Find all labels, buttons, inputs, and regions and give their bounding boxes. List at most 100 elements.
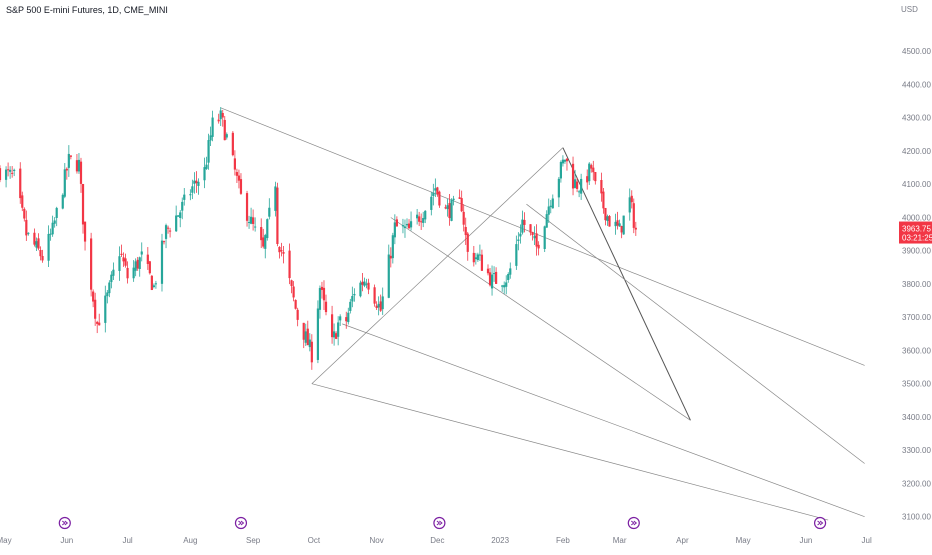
candle [150, 275, 153, 290]
candle [474, 257, 477, 260]
candle [450, 200, 453, 221]
candle [239, 179, 243, 194]
candle [322, 287, 326, 301]
candle [9, 169, 12, 172]
price-tick-label: 3500.00 [902, 380, 931, 389]
candle [571, 163, 575, 189]
pitchfork-drawing[interactable] [220, 107, 865, 521]
candle [27, 232, 30, 234]
price-tick-label: 3400.00 [902, 413, 931, 422]
candle [608, 216, 611, 227]
price-tick-label: 3200.00 [902, 479, 931, 488]
candle [363, 281, 366, 286]
candle [462, 211, 465, 225]
candle [618, 223, 621, 227]
candle [460, 198, 463, 212]
candle [438, 191, 441, 206]
price-axis[interactable]: 3100.00 3200.00 3300.00 3400.00 3500.00 3600.… [902, 47, 931, 521]
candle [247, 222, 251, 224]
time-tick-label: Jul [862, 536, 872, 545]
candle [235, 172, 239, 176]
candle [25, 219, 28, 236]
price-tick-label: 3800.00 [902, 280, 931, 289]
time-tick-label: May [736, 536, 751, 545]
price-tick-label: 4400.00 [902, 80, 931, 89]
candle [0, 168, 2, 181]
candle [590, 165, 593, 169]
candle [223, 119, 226, 141]
dividend-event-icon [813, 516, 827, 530]
candle [478, 254, 481, 256]
candle [630, 195, 633, 203]
candle [75, 160, 79, 172]
candle [515, 244, 518, 266]
candles[interactable] [0, 107, 637, 370]
time-tick-label: Jul [122, 536, 132, 545]
candle [146, 254, 149, 264]
candle [586, 176, 589, 183]
candle [533, 235, 536, 239]
time-axis[interactable]: May Jun Jul Aug Sep Oct Nov Dec 2023 Feb Mar Apr May… [0, 536, 872, 545]
candle [563, 159, 567, 162]
events-row [58, 516, 827, 530]
candle [231, 132, 234, 156]
candle [179, 212, 182, 218]
time-tick-label: May [0, 536, 12, 545]
candle [164, 225, 168, 239]
candle [217, 119, 220, 122]
candle [606, 216, 609, 221]
event-arrows [817, 520, 824, 526]
candle [181, 201, 184, 211]
candle [401, 225, 405, 227]
candle [490, 274, 494, 289]
candle [11, 172, 14, 174]
candle [616, 220, 619, 226]
candle [276, 187, 279, 244]
candle [351, 296, 354, 302]
candle [407, 223, 411, 229]
candle [124, 258, 127, 266]
candle [280, 250, 283, 252]
candle [580, 178, 583, 194]
pitchfork-inner-line [390, 217, 691, 421]
symbol-title[interactable]: S&P 500 E-mini Futures, 1D, CME_MINI [6, 5, 168, 15]
candle [282, 252, 285, 254]
candle [177, 215, 180, 217]
candle [13, 169, 16, 171]
candle [6, 169, 10, 171]
candle [622, 215, 625, 235]
candle [405, 223, 409, 226]
last-price-label: 3963.75 [902, 225, 931, 234]
candle [136, 259, 139, 269]
candle [193, 180, 196, 184]
candle [35, 241, 38, 248]
currency-label: USD [901, 5, 918, 14]
candle [521, 219, 524, 233]
candle [81, 183, 85, 225]
price-tick-label: 4300.00 [902, 114, 931, 123]
candle [41, 255, 44, 261]
candle [19, 168, 22, 199]
candle [476, 254, 479, 261]
pitchfork-mid-line [526, 203, 865, 464]
candle [535, 233, 538, 247]
candle [561, 159, 565, 164]
candle [373, 287, 376, 304]
candle [37, 238, 40, 249]
price-tick-label: 3700.00 [902, 313, 931, 322]
candle [21, 195, 24, 208]
candle [452, 198, 455, 201]
price-tick-label: 4000.00 [902, 213, 931, 222]
candle [604, 207, 607, 221]
time-tick-label: Mar [613, 536, 627, 545]
candle [430, 196, 433, 210]
candle [367, 282, 370, 290]
candle [33, 232, 36, 245]
candle [237, 175, 241, 181]
bar-countdown-label: 03:21:25 [902, 234, 932, 243]
candle [565, 158, 569, 162]
time-tick-label: Apr [676, 536, 689, 545]
candle [389, 255, 392, 259]
